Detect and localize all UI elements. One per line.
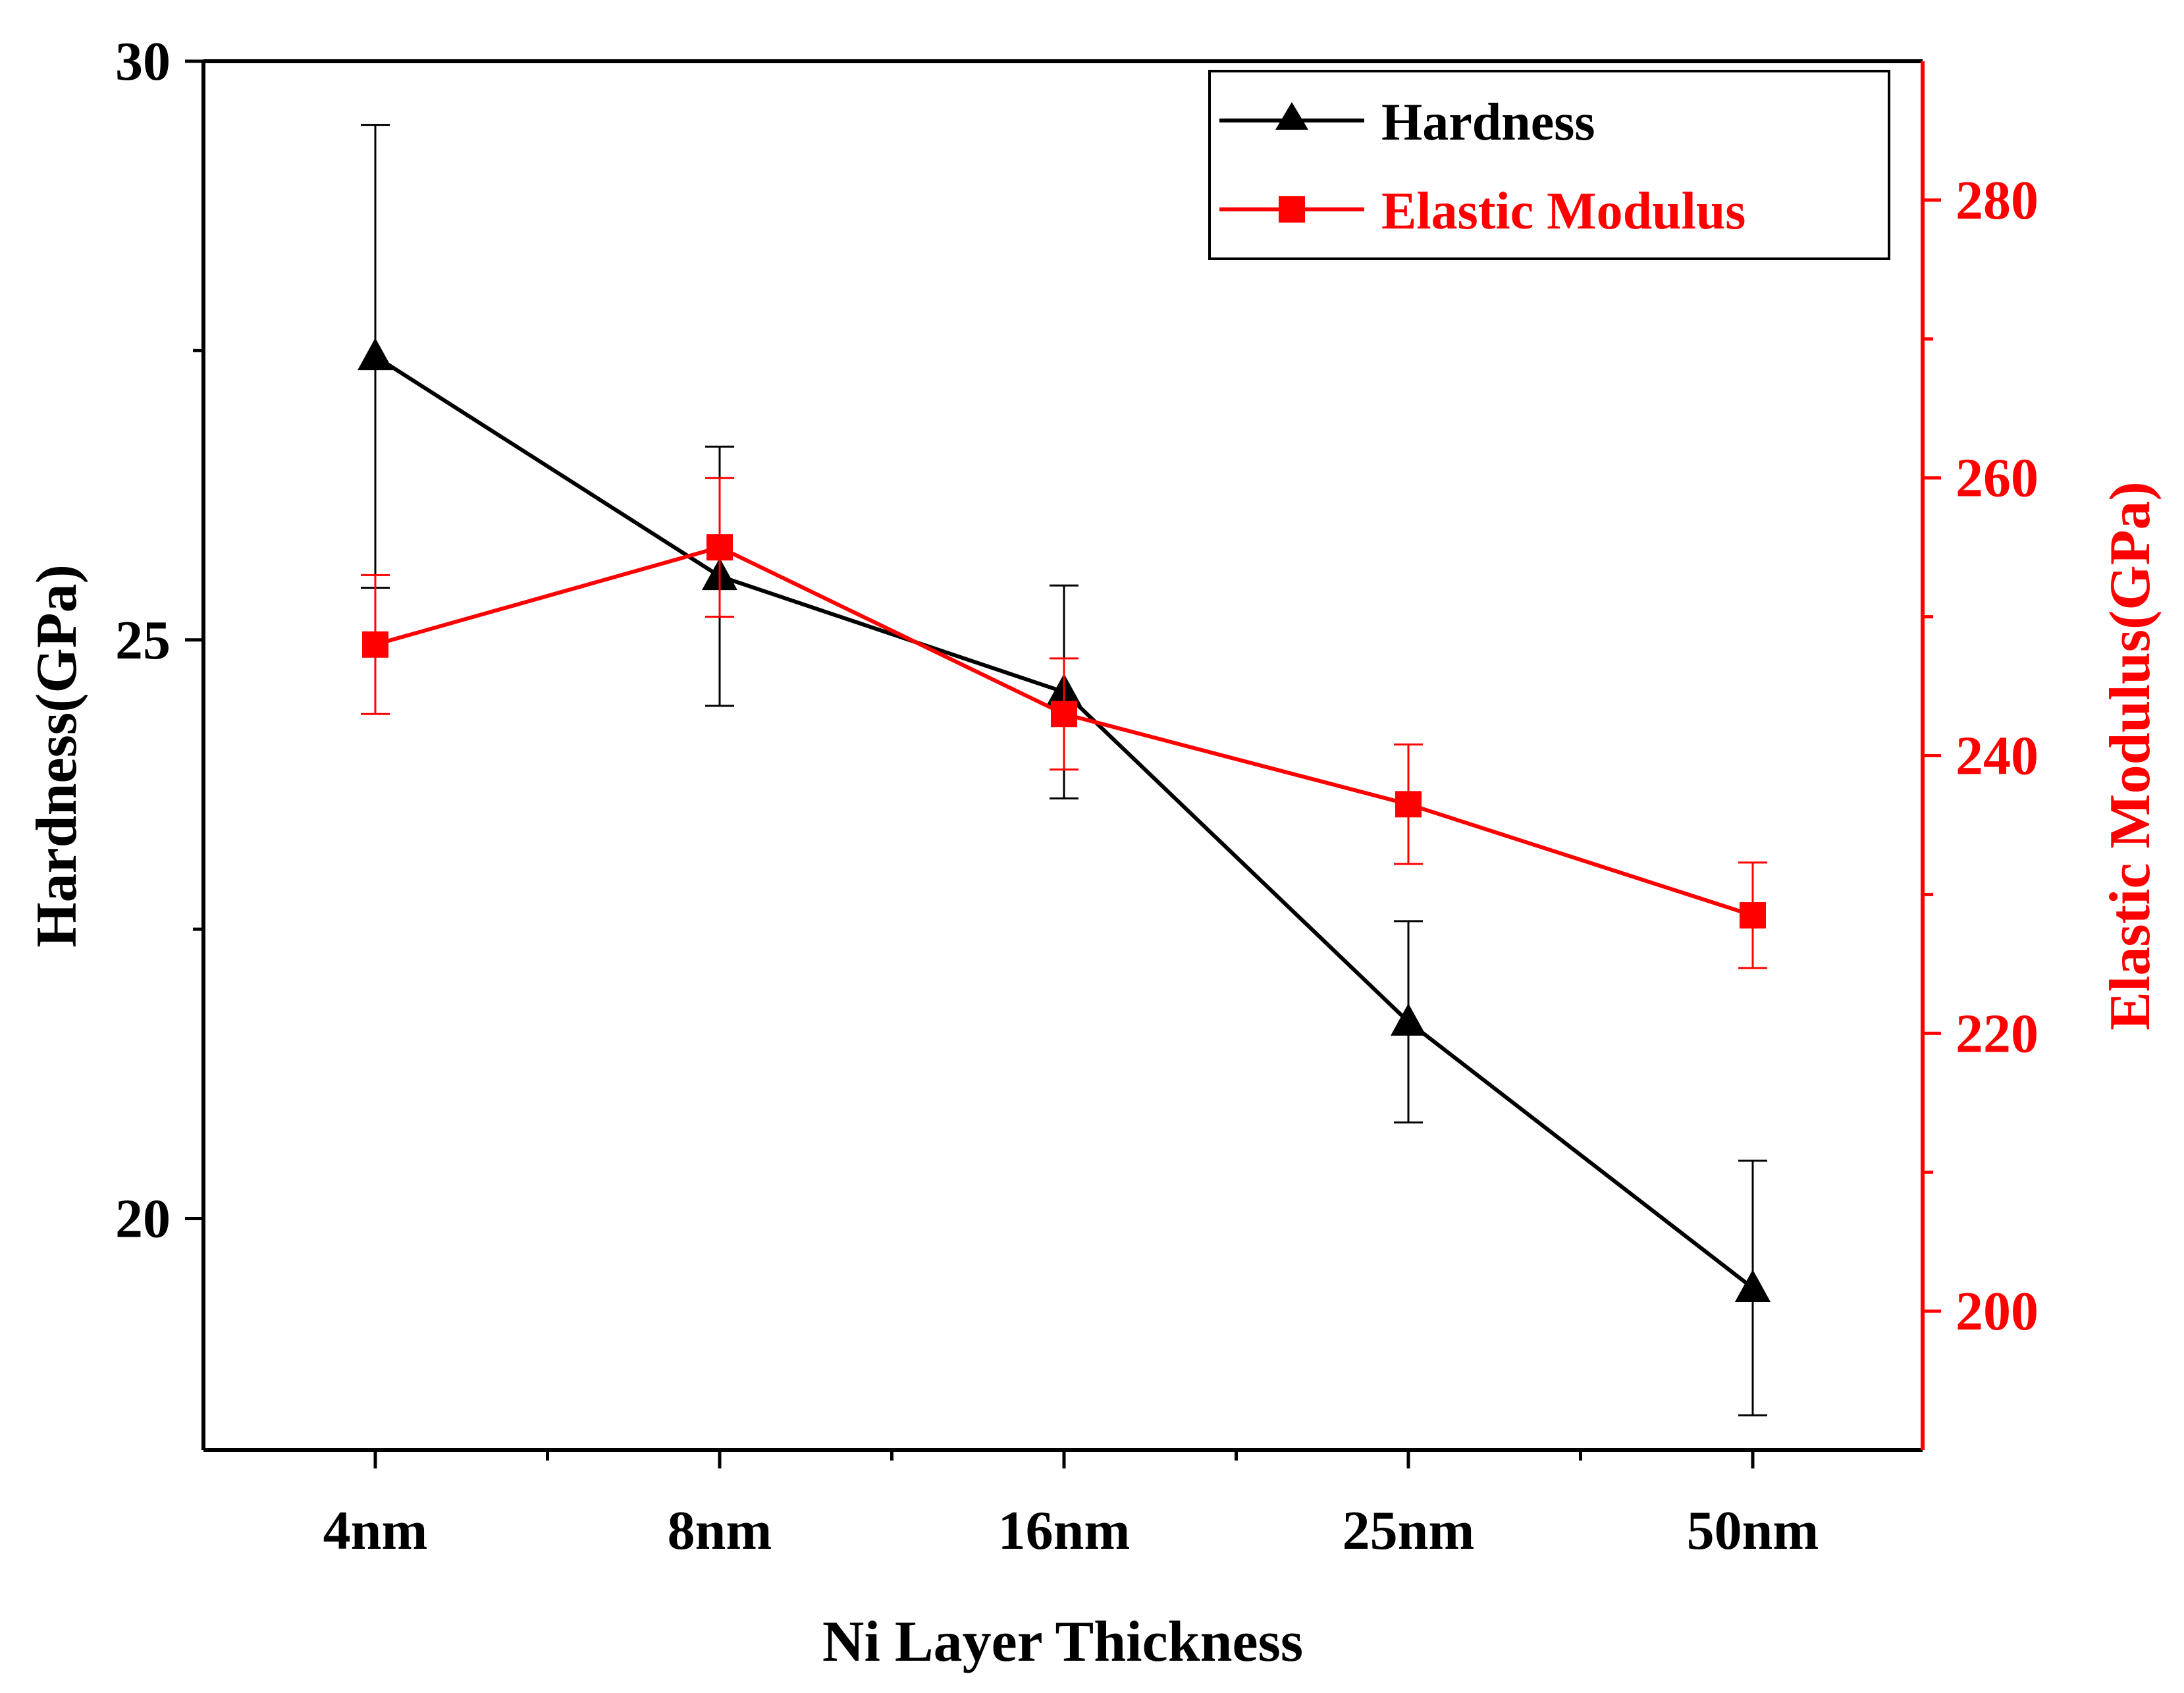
right-axis-title: Elastic Modulus(GPa) (2098, 481, 2162, 1031)
right-tick-label: 240 (1956, 726, 2038, 787)
elastic-modulus-point (362, 631, 388, 658)
legend-hardness-marker (1275, 102, 1308, 130)
left-axis-title: Hardness(GPa) (25, 564, 89, 948)
elastic-modulus-point (1051, 701, 1077, 728)
right-tick-label: 260 (1956, 448, 2038, 509)
right-tick-label: 220 (1956, 1003, 2038, 1064)
elastic-modulus-point (1740, 902, 1766, 929)
legend-modulus-marker (1279, 196, 1305, 223)
legend-box (1208, 70, 1890, 260)
right-axis-ticks: 200 220 240 260 280 (1923, 170, 2038, 1342)
left-tick-label: 20 (115, 1189, 171, 1250)
legend-hardness-label: Hardness (1381, 94, 1595, 151)
hardness-point (1735, 1269, 1771, 1302)
legend-modulus-label: Elastic Modulus (1381, 182, 1745, 240)
left-axis-ticks: 20 25 30 (115, 31, 203, 1250)
right-tick-label: 280 (1956, 170, 2038, 231)
right-tick-label: 200 (1956, 1281, 2038, 1342)
x-tick-label: 50nm (1687, 1500, 1819, 1561)
x-axis-ticks: 4nm 8nm 16nm 25nm 50nm (323, 1450, 1819, 1561)
hardness-point (1391, 1003, 1426, 1036)
legend: Hardness Elastic Modulus (1208, 70, 1890, 260)
x-tick-label: 4nm (323, 1500, 428, 1561)
x-tick-label: 8nm (668, 1500, 772, 1561)
x-axis-title: Ni Layer Thickness (822, 1610, 1303, 1674)
left-tick-label: 30 (115, 31, 171, 92)
elastic-modulus-point (1395, 791, 1422, 818)
x-tick-label: 16nm (998, 1500, 1131, 1561)
x-tick-label: 25nm (1343, 1500, 1475, 1561)
hardness-point (358, 338, 393, 371)
plot-area (358, 124, 1771, 1416)
left-tick-label: 25 (115, 610, 171, 671)
elastic-modulus-point (706, 534, 733, 561)
